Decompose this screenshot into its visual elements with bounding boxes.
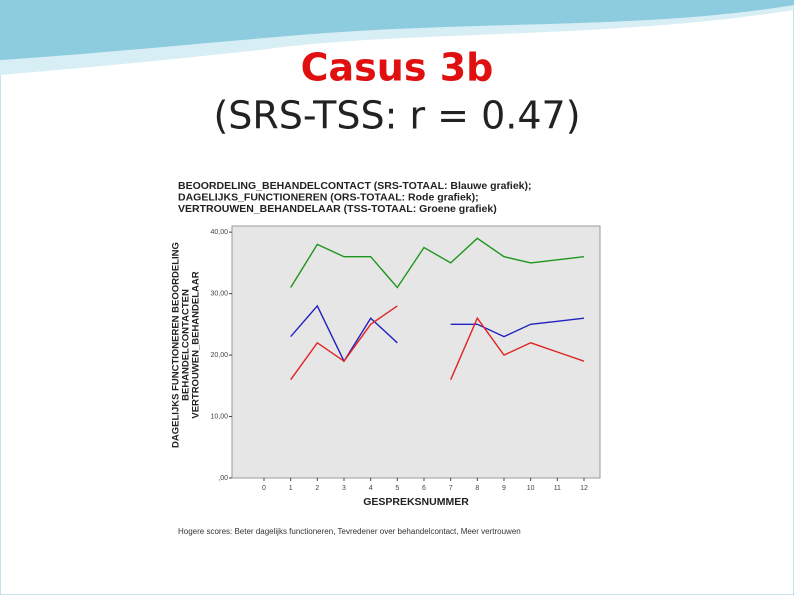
series-line (290, 305, 585, 381)
y-tick-label: 30,00 (210, 290, 228, 297)
y-tick-label: ,00 (218, 475, 228, 482)
y-tick-label: 10,00 (210, 413, 228, 420)
x-tick-label: 5 (395, 485, 399, 492)
x-tick-label: 3 (342, 485, 346, 492)
x-tick-label: 7 (449, 485, 453, 492)
x-tick-label: 10 (527, 485, 535, 492)
slide-subtitle: (SRS-TSS: r = 0.47) (213, 94, 580, 138)
footnote: Hogere scores: Beter dagelijks functione… (178, 527, 521, 536)
x-tick-label: 4 (369, 485, 373, 492)
y-tick-label: 40,00 (210, 229, 228, 236)
x-tick-label: 1 (289, 485, 293, 492)
chart-title: BEOORDELING_BEHANDELCONTACT (SRS-TOTAAL:… (178, 180, 532, 192)
y-axis-label: BEHANDELCONTACTEN (181, 289, 192, 401)
slide-title: Casus 3b (301, 46, 494, 90)
y-axis-label: VERTROUWEN_BEHANDELAAR (191, 271, 202, 418)
x-tick-label: 6 (422, 485, 426, 492)
plot-background (231, 225, 601, 479)
chart-title: VERTROUWEN_BEHANDELAAR (TSS-TOTAAL: Groe… (178, 203, 497, 215)
chart: BEOORDELING_BEHANDELCONTACT (SRS-TOTAAL:… (171, 180, 601, 536)
header-wave (0, 0, 794, 60)
x-tick-label: 8 (475, 485, 479, 492)
series-line (290, 237, 585, 289)
chart-title: DAGELIJKS_FUNCTIONEREN (ORS-TOTAAL: Rode… (178, 191, 479, 203)
x-tick-label: 9 (502, 485, 506, 492)
y-axis-label: DAGELIJKS FUNCTIONEREN BEOORDELING (171, 242, 182, 448)
y-tick-label: 20,00 (210, 352, 228, 359)
x-tick-label: 11 (554, 485, 561, 492)
x-tick-label: 2 (315, 485, 319, 492)
x-tick-label: 0 (262, 485, 266, 492)
x-axis-label: GESPREKSNUMMER (363, 496, 469, 508)
x-tick-label: 12 (580, 485, 588, 492)
